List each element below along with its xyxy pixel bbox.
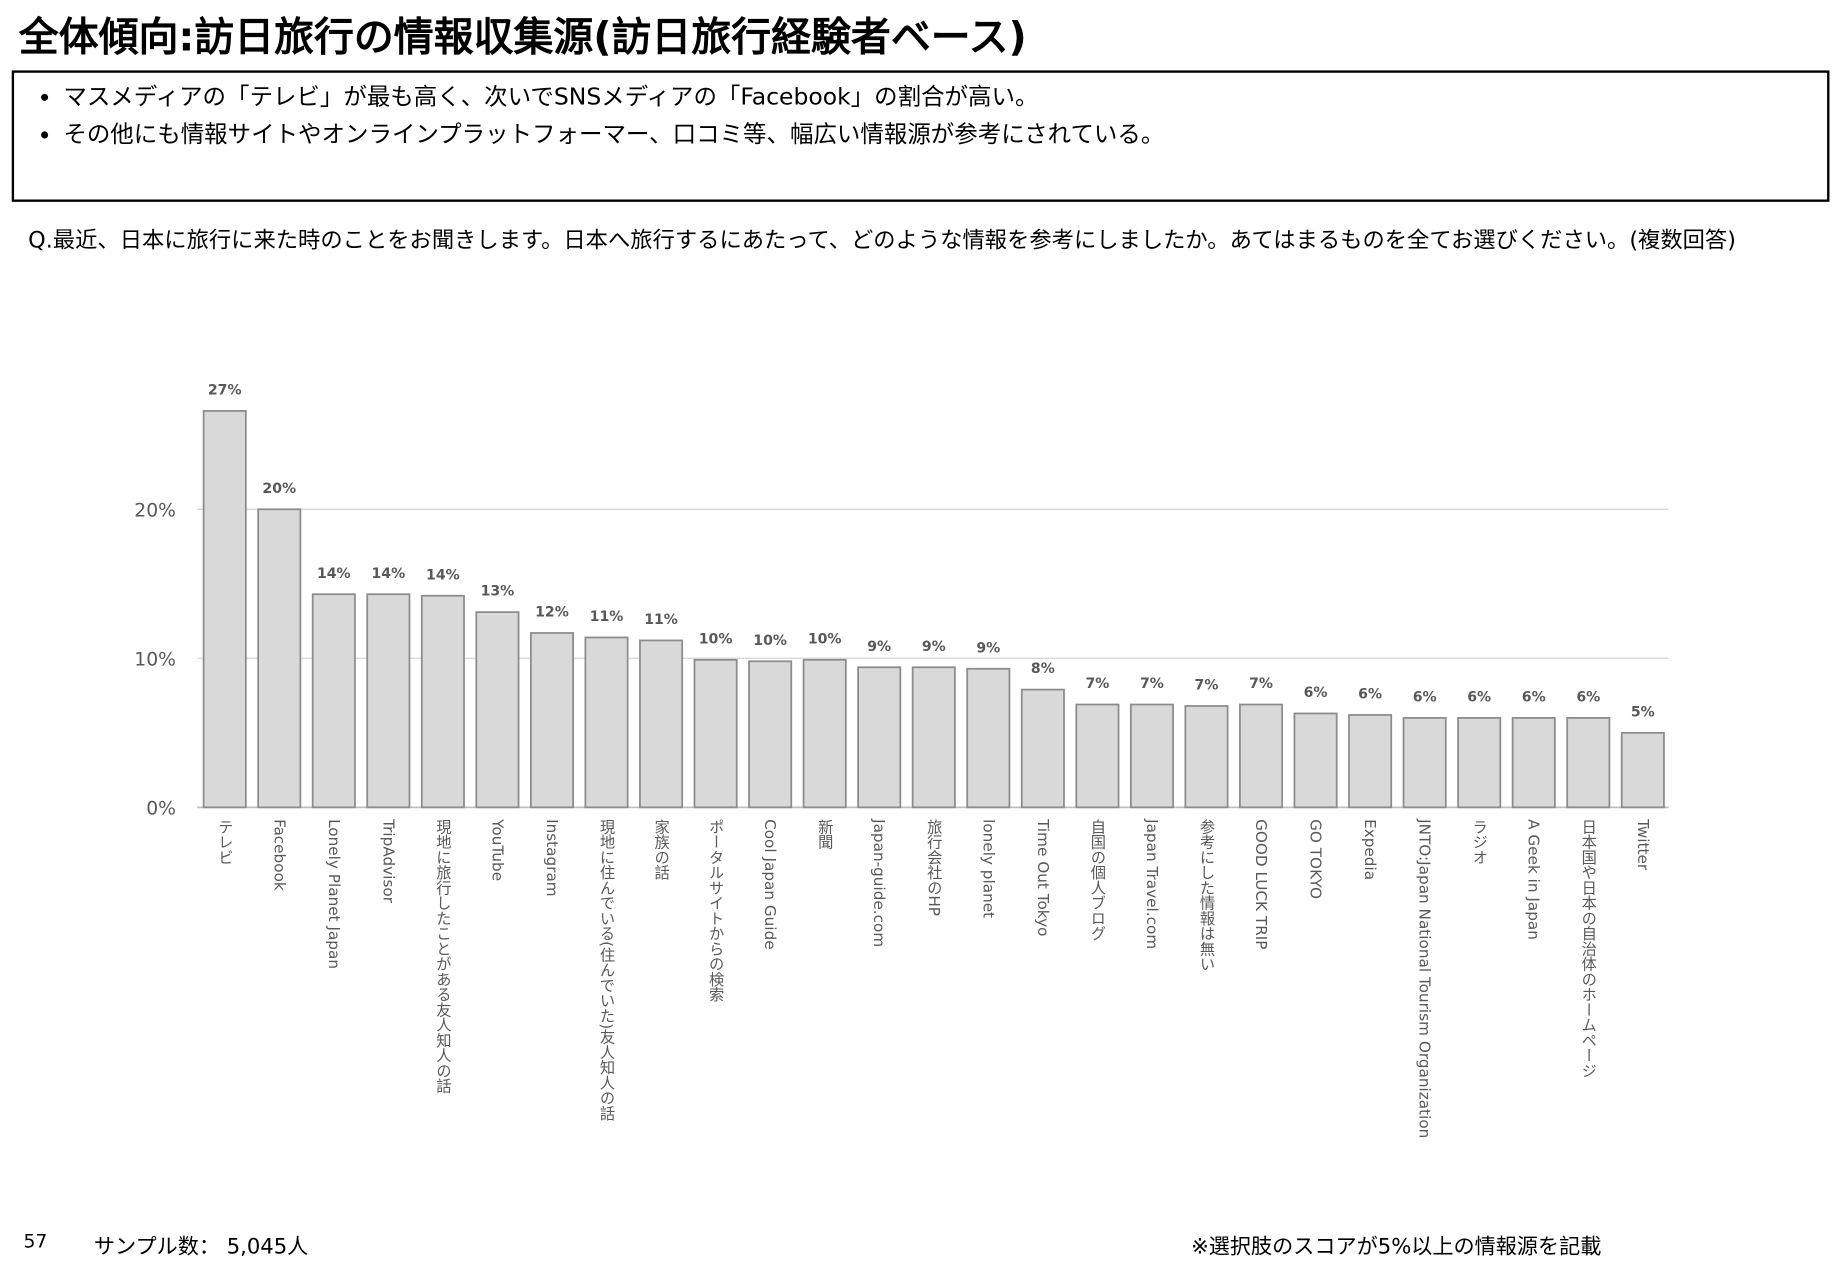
bar — [584, 636, 629, 809]
question: Q.最近、日本に旅行に来た時のことをお聞きします。日本へ旅行するにあたって、どの… — [28, 227, 1736, 254]
y-tick-label: 0% — [146, 798, 176, 819]
x-tick-label: 現地に旅行したことがある友人知人の話 — [434, 819, 452, 1094]
bar — [1075, 703, 1120, 809]
value-label: 6% — [1358, 687, 1382, 703]
bar — [802, 658, 847, 809]
bar — [311, 593, 356, 809]
x-tick-label: TripAdvisor — [379, 818, 397, 904]
bar — [748, 660, 793, 809]
bar — [257, 508, 302, 809]
bullet: その他にも情報サイトやオンラインプラットフォーマー、口コミ等、幅広い情報源が参考… — [63, 115, 1827, 153]
x-tick-label: Expedia — [1361, 819, 1379, 880]
x-tick-label: ラジオ — [1470, 819, 1488, 865]
x-tick-label: YouTube — [488, 818, 506, 881]
bar — [1402, 717, 1447, 809]
x-tick-label: 参考にした情報は無い — [1197, 819, 1215, 971]
bar — [366, 593, 411, 809]
x-tick-label: GOOD LUCK TRIP — [1252, 819, 1270, 949]
bar — [529, 632, 574, 809]
summary-box: マスメディアの「テレビ」が最も高く、次いでSNSメディアの「Facebook」の… — [11, 70, 1830, 202]
x-tick-label: 日本国や日本の自治体のホームページ — [1579, 819, 1597, 1078]
x-tick-label: Twitter — [1634, 818, 1652, 871]
bar — [202, 410, 247, 809]
value-label: 6% — [1522, 690, 1546, 706]
value-label: 11% — [590, 609, 624, 625]
value-label: 27% — [208, 382, 242, 398]
bar — [475, 611, 520, 809]
value-label: 6% — [1576, 690, 1600, 706]
x-tick-label: 現地に住んでいる(住んでいた)友人知人の話 — [598, 819, 616, 1121]
x-tick-label: ポータルサイトからの検索 — [707, 819, 725, 1002]
value-label: 7% — [1140, 676, 1164, 692]
x-tick-label: Facebook — [270, 819, 288, 891]
bar — [1566, 717, 1611, 809]
x-tick-label: Time Out Tokyo — [1034, 818, 1052, 936]
bar — [911, 666, 956, 809]
bullet: マスメディアの「テレビ」が最も高く、次いでSNSメディアの「Facebook」の… — [63, 77, 1827, 115]
page-number: 57 — [23, 1229, 48, 1253]
x-tick-label: Lonely Planet Japan — [325, 819, 343, 969]
value-label: 6% — [1413, 690, 1437, 706]
value-label: 14% — [371, 566, 405, 582]
x-tick-label: lonely planet — [979, 819, 997, 918]
value-label: 11% — [644, 612, 678, 628]
value-label: 10% — [808, 631, 842, 647]
y-tick-label: 20% — [134, 500, 176, 521]
x-tick-label: JNTO:Japan National Tourism Organization — [1416, 818, 1434, 1138]
value-label: 14% — [317, 566, 351, 582]
x-tick-label: 新聞 — [816, 819, 834, 851]
x-tick-label: A Geek in Japan — [1525, 819, 1543, 940]
bar — [1293, 712, 1338, 809]
x-tick-label: Japan-guide.com — [870, 818, 888, 947]
bar — [420, 594, 465, 809]
x-tick-label: 家族の話 — [652, 819, 670, 880]
bullet-list: マスメディアの「テレビ」が最も高く、次いでSNSメディアの「Facebook」の… — [14, 77, 1827, 152]
value-label: 8% — [1031, 661, 1055, 677]
bar — [1620, 731, 1665, 809]
bar — [966, 667, 1011, 809]
value-label: 7% — [1085, 676, 1109, 692]
sample-size: サンプル数： 5,045人 — [93, 1234, 309, 1260]
value-label: 12% — [535, 605, 569, 621]
bar — [1239, 703, 1284, 809]
value-label: 20% — [262, 481, 296, 497]
value-label: 7% — [1249, 676, 1273, 692]
x-tick-label: GO TOKYO — [1307, 819, 1325, 899]
x-tick-label: テレビ — [216, 819, 234, 865]
value-label: 10% — [699, 631, 733, 647]
value-label: 14% — [426, 567, 460, 583]
value-label: 6% — [1467, 690, 1491, 706]
value-label: 9% — [867, 639, 891, 655]
bar — [1457, 717, 1502, 809]
value-label: 6% — [1304, 685, 1328, 701]
bar — [1129, 703, 1174, 809]
bar — [857, 666, 902, 809]
bar — [1511, 717, 1556, 809]
bar — [1348, 714, 1393, 809]
x-tick-label: 自国の個人ブログ — [1088, 819, 1106, 941]
x-tick-label: Instagram — [543, 819, 561, 897]
value-label: 5% — [1631, 704, 1655, 720]
y-tick-label: 10% — [134, 649, 176, 670]
value-label: 7% — [1195, 678, 1219, 694]
title: 全体傾向:訪日旅行の情報収集源(訪日旅行経験者ベース) — [18, 14, 1027, 62]
value-label: 9% — [976, 640, 1000, 656]
bar — [693, 658, 738, 809]
value-label: 10% — [753, 633, 787, 649]
x-tick-label: Cool Japan Guide — [761, 819, 779, 950]
note: ※選択肢のスコアが5%以上の情報源を記載 — [1191, 1234, 1602, 1260]
x-tick-label: 旅行会社のHP — [925, 819, 943, 916]
value-label: 13% — [481, 584, 515, 600]
chart: 0% 10% 20% 27% テレビ 20% Facebook 14% Lonely Plane… — [134, 382, 1669, 1138]
x-tick-label: Japan Travel.com — [1143, 818, 1161, 949]
bar — [1020, 688, 1065, 809]
value-label: 9% — [922, 639, 946, 655]
bar — [639, 639, 684, 809]
bar — [1184, 705, 1229, 809]
